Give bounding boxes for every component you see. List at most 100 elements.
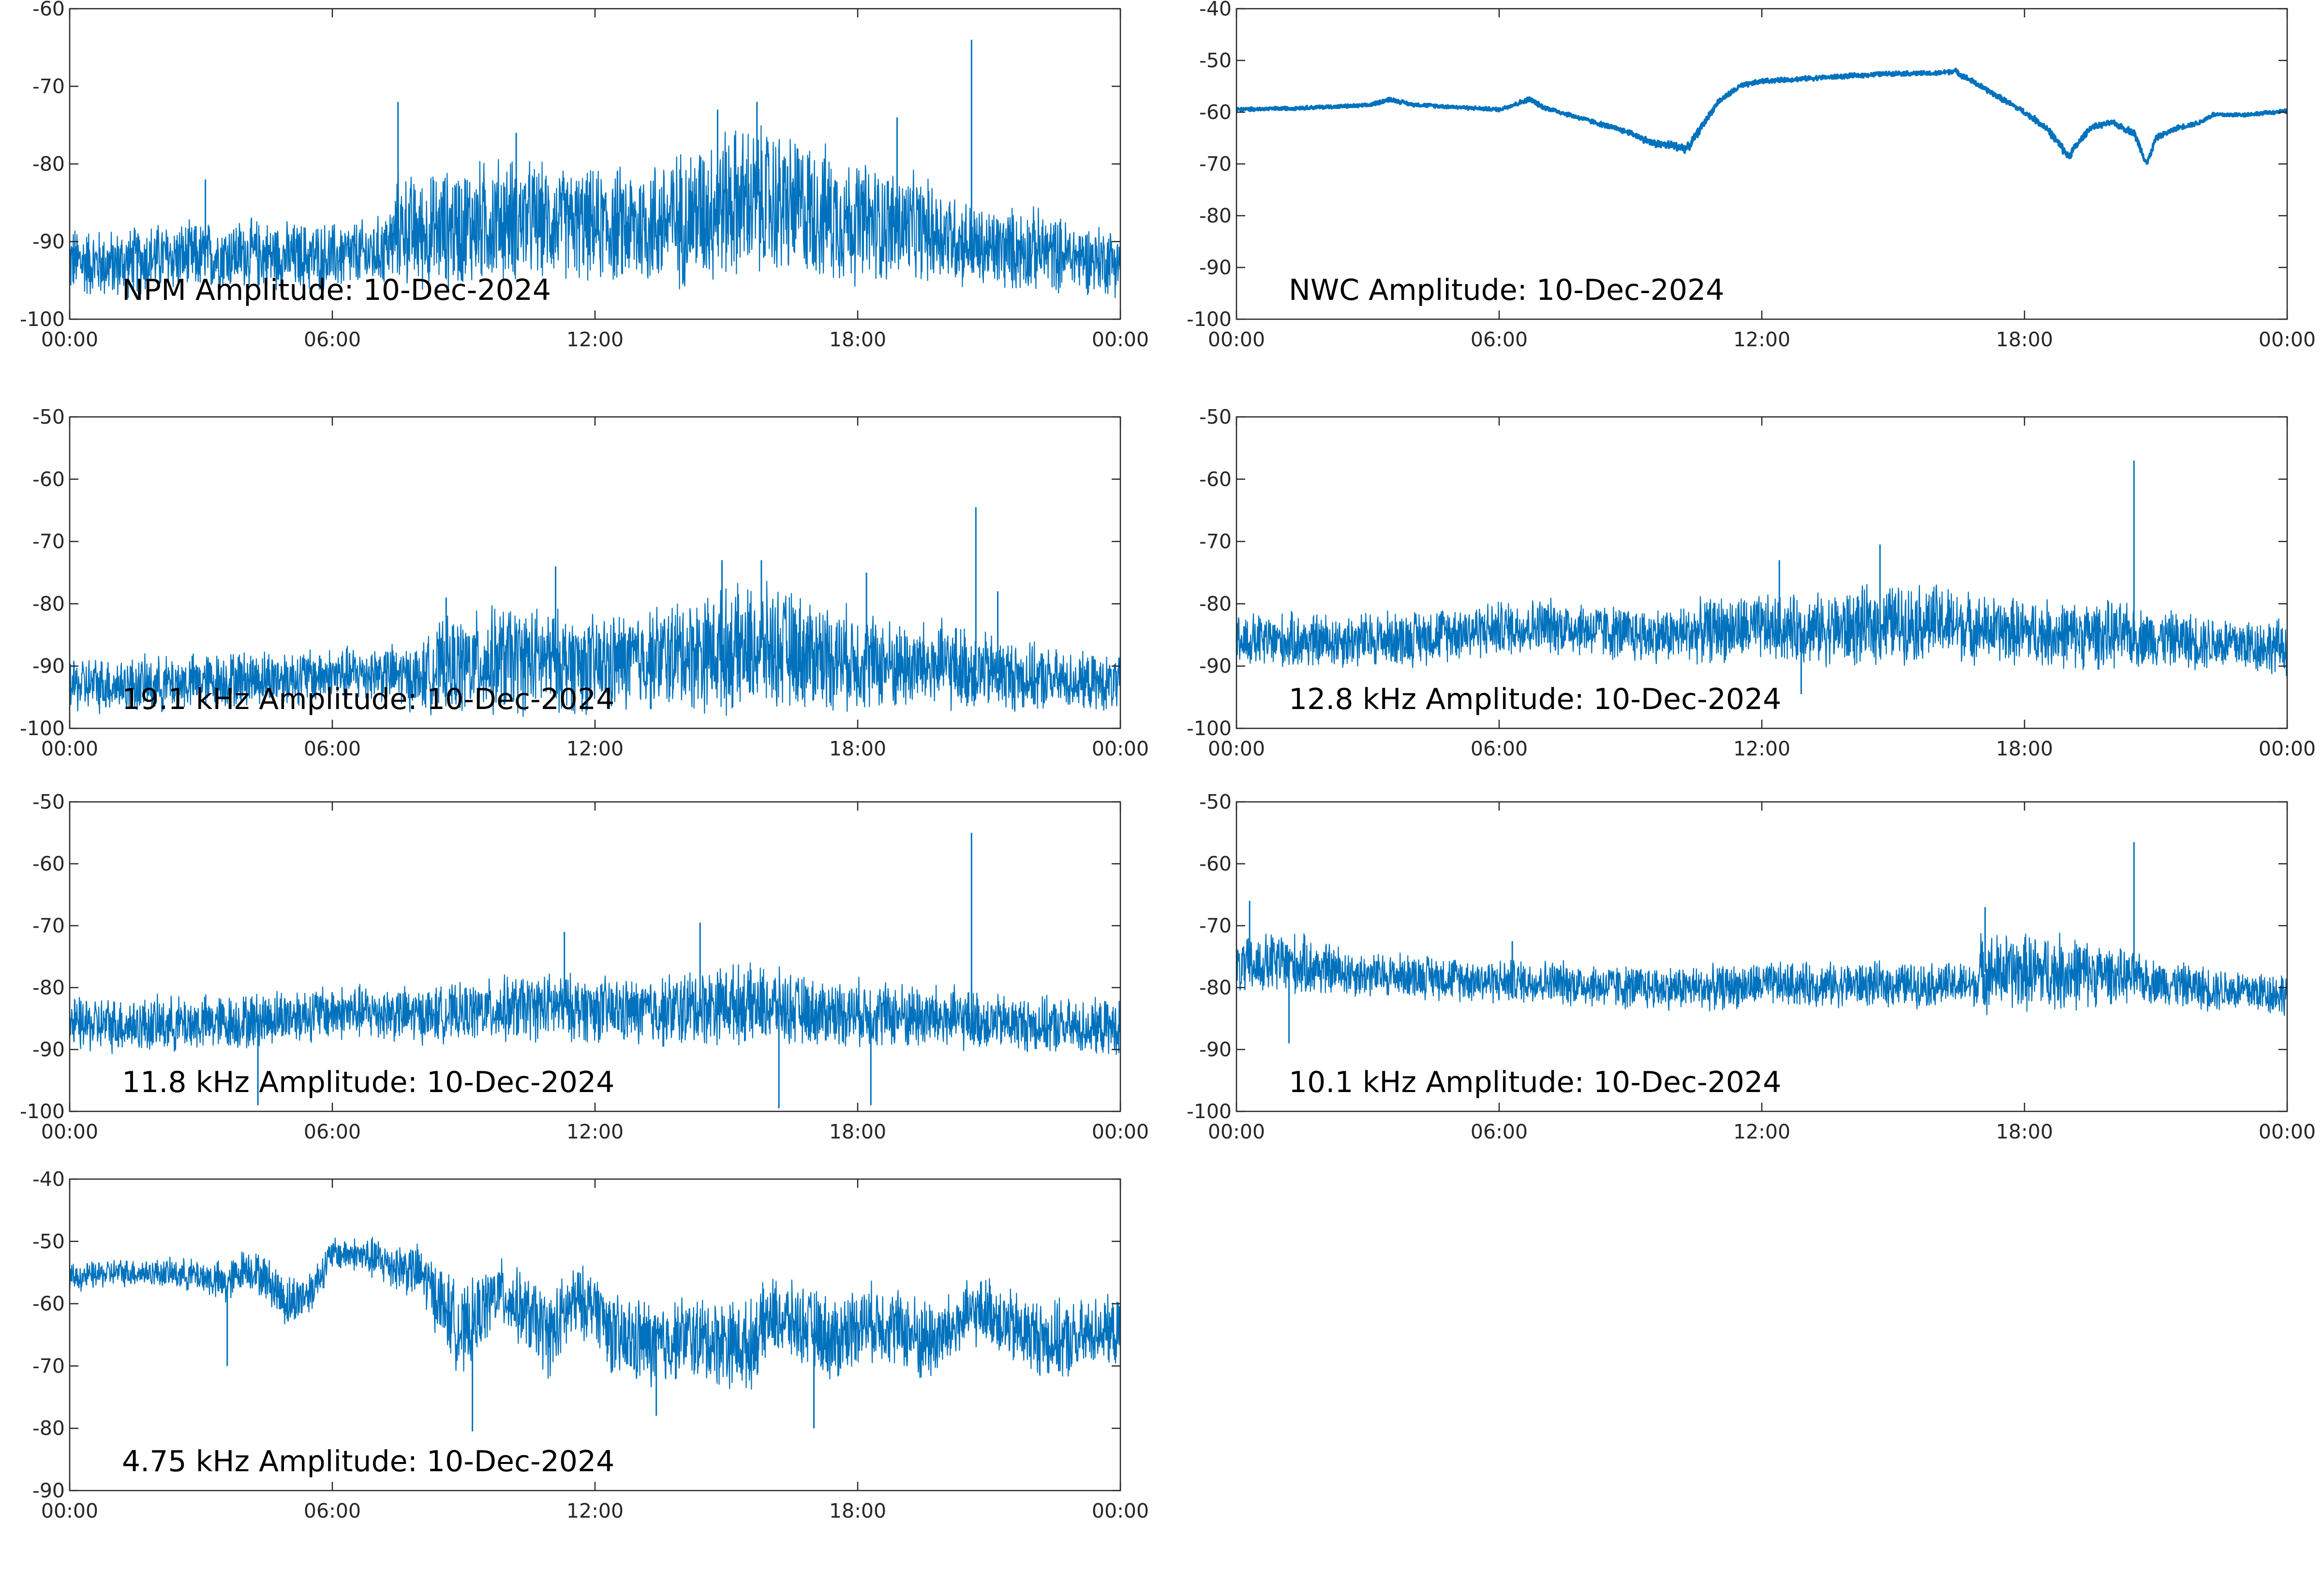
x-tick-label: 00:00 (1092, 1120, 1149, 1143)
y-tick-label: -90 (32, 1479, 65, 1502)
y-tick-label: -100 (1187, 308, 1232, 331)
y-tick-label: -80 (1199, 976, 1232, 999)
x-tick-label: 06:00 (304, 1120, 361, 1143)
series-line (70, 580, 1120, 717)
y-tick-label: -70 (1199, 914, 1232, 937)
series-line (70, 1237, 1120, 1390)
series-line (1236, 932, 2287, 1016)
x-tick-label: 06:00 (304, 1499, 361, 1522)
x-tick-label: 18:00 (829, 1120, 886, 1143)
x-tick-label: 06:00 (304, 737, 361, 760)
y-tick-label: -100 (1187, 1100, 1232, 1123)
panel-title: 19.1 kHz Amplitude: 10-Dec-2024 (122, 682, 614, 716)
x-tick-label: 00:00 (1208, 1120, 1265, 1143)
chart-panel-1: -100 -90 -80 -70 -60 00:00 06:00 12:00 18:00 00:0… (20, 0, 1149, 351)
y-tick-label: -60 (32, 0, 65, 20)
y-tick-label: -90 (1199, 654, 1232, 678)
y-tick-label: -40 (32, 1167, 65, 1191)
series-line (1236, 67, 2287, 165)
x-tick-label: 18:00 (829, 737, 886, 760)
series-line (70, 962, 1120, 1055)
x-tick-label: 18:00 (829, 1499, 886, 1522)
x-tick-label: 00:00 (41, 1120, 98, 1143)
y-tick-label: -80 (1199, 204, 1232, 227)
axes-box (69, 801, 1121, 1112)
panel-title: 11.8 kHz Amplitude: 10-Dec-2024 (122, 1065, 614, 1099)
x-tick-label: 00:00 (1092, 1499, 1149, 1522)
x-tick-label: 00:00 (2259, 737, 2316, 760)
x-tick-label: 00:00 (41, 1499, 98, 1522)
chart-panel-6: -100 -90 -80 -70 -60 -50 00:00 06:00 12:00 18:00 0… (1187, 790, 2316, 1143)
chart-panel-7: -90 -80 -70 -60 -50 -40 00:00 06:00 12:00 18:00 00… (32, 1167, 1149, 1522)
x-tick-label: 00:00 (2259, 1120, 2316, 1143)
x-tick-label: 18:00 (1996, 737, 2053, 760)
x-tick-label: 12:00 (566, 328, 624, 351)
y-tick-label: -90 (32, 230, 65, 253)
chart-panel-5: -100 -90 -80 -70 -60 -50 00:00 06:00 12:00 18:00 0… (20, 790, 1149, 1143)
y-tick-label: -100 (20, 1100, 65, 1123)
y-tick-label: -80 (32, 592, 65, 615)
x-tick-label: 06:00 (304, 328, 361, 351)
y-tick-label: -60 (32, 468, 65, 491)
x-tick-label: 06:00 (1471, 1120, 1528, 1143)
y-tick-label: -50 (1199, 405, 1232, 429)
y-tick-label: -60 (1199, 468, 1232, 491)
y-tick-label: -60 (32, 852, 65, 875)
x-tick-label: 18:00 (829, 328, 886, 351)
x-tick-label: 06:00 (1471, 328, 1528, 351)
y-tick-label: -60 (32, 1292, 65, 1315)
y-tick-label: -100 (20, 717, 65, 740)
chart-panel-3: -100 -90 -80 -70 -60 -50 00:00 06:00 12:00 18:00 0… (20, 405, 1149, 760)
x-tick-label: 00:00 (41, 737, 98, 760)
x-tick-label: 12:00 (566, 1120, 624, 1143)
x-tick-label: 12:00 (566, 737, 624, 760)
y-tick-label: -50 (32, 790, 65, 813)
y-tick-label: -70 (1199, 152, 1232, 176)
y-tick-label: -70 (32, 1354, 65, 1377)
axes-box (1235, 801, 2288, 1112)
y-tick-label: -80 (1199, 592, 1232, 615)
y-tick-label: -90 (1199, 256, 1232, 279)
y-tick-label: -80 (32, 152, 65, 176)
y-tick-label: -100 (1187, 717, 1232, 740)
x-tick-label: 12:00 (1733, 1120, 1790, 1143)
panel-title: NPM Amplitude: 10-Dec-2024 (122, 273, 551, 307)
series-line (1236, 584, 2287, 676)
axes-box (1235, 8, 2288, 320)
x-tick-label: 18:00 (1996, 1120, 2053, 1143)
y-tick-label: -50 (32, 1230, 65, 1253)
series-line (70, 125, 1120, 298)
x-tick-label: 12:00 (1733, 328, 1790, 351)
x-tick-label: 00:00 (1092, 328, 1149, 351)
x-tick-label: 06:00 (1471, 737, 1528, 760)
x-tick-label: 00:00 (1208, 328, 1265, 351)
y-tick-label: -40 (1199, 0, 1232, 20)
chart-panel-2: -100 -90 -80 -70 -60 -50 -40 00:00 06:00 12:00 18:… (1187, 0, 2316, 351)
y-tick-label: -70 (32, 914, 65, 937)
x-tick-label: 00:00 (1208, 737, 1265, 760)
axes-box (1235, 416, 2288, 729)
chart-panel-4: -100 -90 -80 -70 -60 -50 00:00 06:00 12:00 18:00 0… (1187, 405, 2316, 760)
x-tick-label: 00:00 (41, 328, 98, 351)
y-tick-label: -50 (1199, 49, 1232, 72)
x-tick-label: 12:00 (566, 1499, 624, 1522)
y-tick-label: -70 (32, 530, 65, 553)
y-tick-label: -90 (1199, 1038, 1232, 1061)
x-tick-label: 12:00 (1733, 737, 1790, 760)
y-tick-label: -50 (32, 405, 65, 429)
y-tick-label: -50 (1199, 790, 1232, 813)
y-tick-label: -60 (1199, 101, 1232, 124)
panel-title: 4.75 kHz Amplitude: 10-Dec-2024 (122, 1445, 614, 1478)
panel-title: 10.1 kHz Amplitude: 10-Dec-2024 (1289, 1065, 1781, 1099)
panel-title: NWC Amplitude: 10-Dec-2024 (1289, 273, 1724, 307)
x-tick-label: 18:00 (1996, 328, 2053, 351)
y-tick-label: -100 (20, 308, 65, 331)
y-tick-label: -80 (32, 976, 65, 999)
y-tick-label: -70 (32, 75, 65, 98)
y-tick-label: -90 (32, 1038, 65, 1061)
y-tick-label: -60 (1199, 852, 1232, 875)
y-tick-label: -80 (32, 1417, 65, 1440)
y-tick-label: -70 (1199, 530, 1232, 553)
x-tick-label: 00:00 (2259, 328, 2316, 351)
